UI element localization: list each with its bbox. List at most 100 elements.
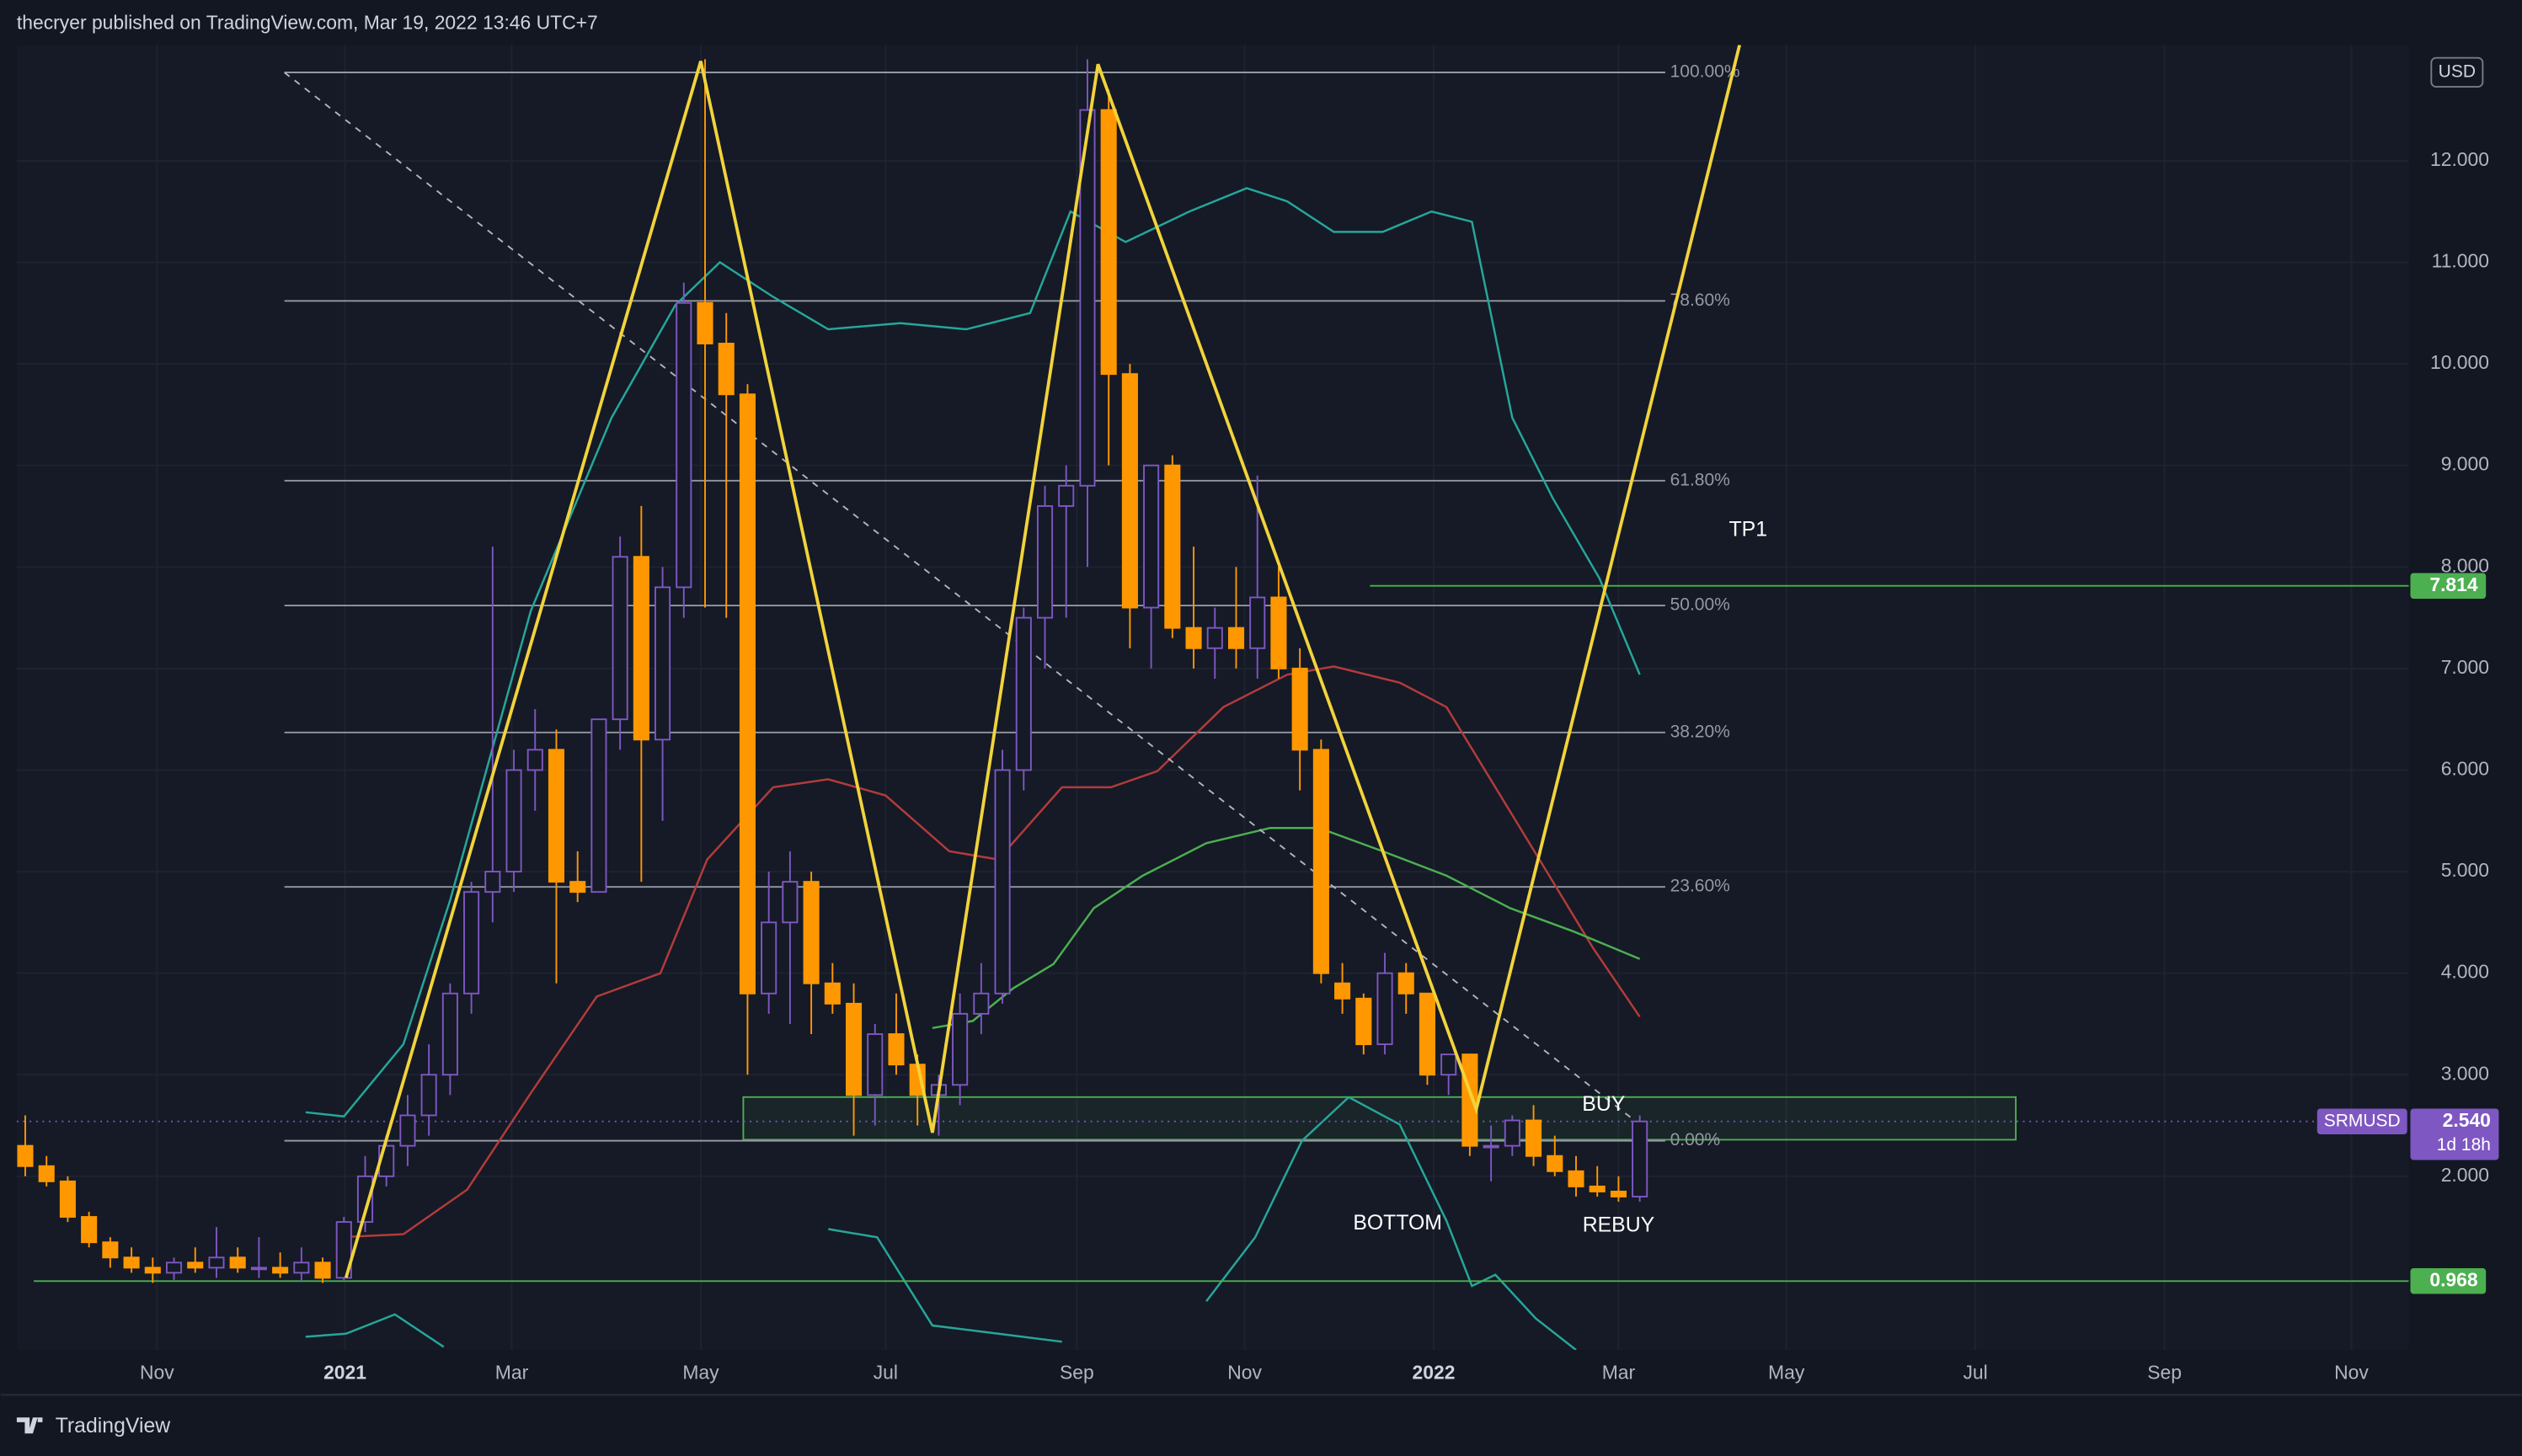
x-tick-label: Sep xyxy=(2147,1362,2182,1384)
annotation: REBUY xyxy=(1583,1213,1654,1236)
candle-body xyxy=(1461,1053,1478,1147)
y-tick-label: 8.000 xyxy=(2441,554,2489,576)
candle-body xyxy=(1121,373,1138,609)
candle-body xyxy=(1483,1144,1499,1149)
x-tick-label: Sep xyxy=(1060,1362,1094,1384)
candle-body xyxy=(782,881,799,924)
candle-body xyxy=(293,1261,310,1274)
x-tick-label: Mar xyxy=(495,1362,529,1384)
candle-body xyxy=(81,1216,98,1244)
level-price-label: 7.814 xyxy=(2429,573,2478,595)
candle-body xyxy=(165,1261,183,1274)
candle-body xyxy=(1036,504,1054,619)
pattern-line xyxy=(344,45,1741,1278)
candle-body xyxy=(1143,464,1160,609)
plot-area xyxy=(16,45,2409,1351)
trend-line xyxy=(284,72,1641,1126)
symbol-label: SRMUSD xyxy=(2324,1111,2401,1130)
candle-body xyxy=(399,1114,416,1147)
candle-body xyxy=(1015,616,1032,771)
y-tick-label: 7.000 xyxy=(2441,656,2489,678)
candle-body xyxy=(548,749,565,883)
candle-body xyxy=(633,556,649,741)
candle-body xyxy=(1312,749,1329,974)
candle-body xyxy=(569,881,586,893)
candle-body xyxy=(335,1221,352,1279)
candle-body xyxy=(761,921,777,995)
candle-body xyxy=(1568,1170,1584,1187)
plot-layer: 100.00% 78.60% 61.80% 50.00% 38.20% 23.60% 0.0… xyxy=(16,45,2409,1351)
candle-body xyxy=(994,769,1011,995)
x-tick-label: Nov xyxy=(1227,1362,1262,1384)
fib-label: 23.60% xyxy=(1670,877,1730,896)
indicator-line xyxy=(305,187,1641,1118)
countdown-label: 1d 18h xyxy=(2437,1135,2491,1155)
candle-body xyxy=(1547,1155,1563,1172)
candle-body xyxy=(888,1033,905,1066)
candle-body xyxy=(526,749,543,771)
candle-body xyxy=(1504,1119,1520,1147)
candle-body xyxy=(867,1033,884,1096)
candle-body xyxy=(123,1256,140,1269)
candle-body xyxy=(612,556,628,721)
candle-body xyxy=(314,1261,331,1279)
candle-body xyxy=(463,891,480,995)
candle-body xyxy=(38,1165,55,1182)
overlay-layer: 2.000 3.000 4.000 5.000 6.000 7.000 8.000 9.000… xyxy=(140,56,2499,1384)
candle-body xyxy=(1291,667,1308,751)
candle-body xyxy=(1632,1120,1648,1197)
x-tick-label: May xyxy=(682,1362,719,1384)
level-price-box xyxy=(2410,1268,2487,1294)
candle-body xyxy=(697,301,713,344)
candle-body xyxy=(718,343,735,396)
candle-body xyxy=(17,1144,34,1167)
zone xyxy=(742,1096,2017,1141)
fib-label: 50.00% xyxy=(1670,595,1730,615)
candle-body xyxy=(1525,1119,1542,1157)
annotation: BOTTOM xyxy=(1353,1212,1442,1235)
candle-body xyxy=(1206,627,1223,649)
candle-body xyxy=(59,1180,76,1219)
x-tick-label: Jul xyxy=(1963,1362,1987,1384)
candle-body xyxy=(1227,627,1245,649)
y-tick-label: 2.000 xyxy=(2441,1164,2489,1186)
x-tick-label: Mar xyxy=(1602,1362,1636,1384)
y-tick-label: 9.000 xyxy=(2441,453,2489,475)
candle-body xyxy=(655,586,671,741)
fib-label: 78.60% xyxy=(1670,291,1730,310)
candle-body xyxy=(1270,596,1287,669)
indicator-line xyxy=(305,1096,1577,1351)
x-tick-label: Nov xyxy=(140,1362,174,1384)
currency-box xyxy=(2430,56,2484,88)
candle-body xyxy=(441,992,458,1076)
indicator-line xyxy=(932,826,1641,1030)
candle-body xyxy=(505,769,522,873)
candle-body xyxy=(1185,627,1202,649)
fib-label: 100.00% xyxy=(1670,62,1740,82)
candle-body xyxy=(1419,992,1436,1076)
candle-body xyxy=(973,992,990,1015)
candle-body xyxy=(1058,484,1075,507)
candle-body xyxy=(208,1256,225,1269)
candle-body xyxy=(824,982,841,1005)
last-price-box xyxy=(2410,1108,2499,1160)
candle-body xyxy=(1164,464,1181,629)
annotation: BUY xyxy=(1582,1093,1625,1116)
candle-body xyxy=(272,1267,289,1274)
level-price-box xyxy=(2410,573,2487,599)
annotation: TP1 xyxy=(1729,518,1767,541)
candle-body xyxy=(1376,972,1393,1046)
candle-body xyxy=(144,1267,161,1274)
candle-body xyxy=(250,1267,267,1271)
candle-body xyxy=(1397,972,1414,995)
candle-body xyxy=(1334,982,1351,1000)
level-price-label: 0.968 xyxy=(2429,1268,2478,1290)
y-tick-label: 12.000 xyxy=(2430,148,2489,170)
y-tick-label: 11.000 xyxy=(2432,250,2489,272)
y-tick-label: 5.000 xyxy=(2441,859,2489,881)
currency-label: USD xyxy=(2439,61,2476,81)
tv-logo xyxy=(16,1417,43,1434)
candle-body xyxy=(1249,596,1266,649)
x-tick-label: Jul xyxy=(874,1362,898,1384)
